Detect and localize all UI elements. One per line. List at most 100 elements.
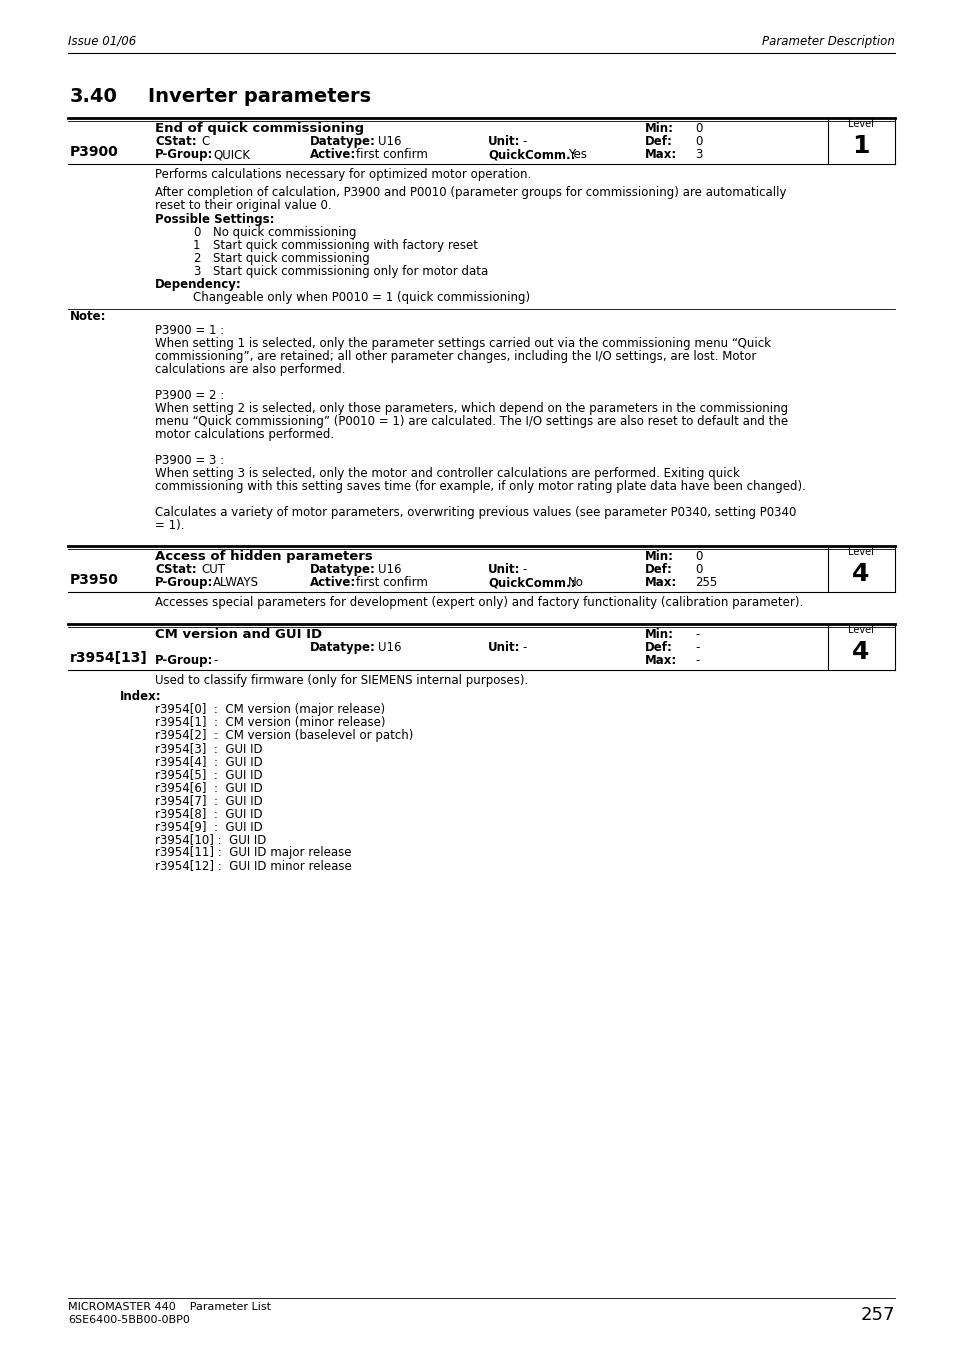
Text: P-Group:: P-Group: (154, 654, 213, 667)
Text: r3954[13]: r3954[13] (70, 651, 148, 665)
Text: -: - (695, 654, 699, 667)
Text: 0: 0 (695, 563, 701, 576)
Text: 2: 2 (193, 253, 200, 265)
Text: Unit:: Unit: (488, 135, 520, 149)
Text: r3954[6]  :  GUI ID: r3954[6] : GUI ID (154, 781, 262, 794)
Text: U16: U16 (377, 563, 401, 576)
Text: commissioning”, are retained; all other parameter changes, including the I/O set: commissioning”, are retained; all other … (154, 350, 756, 363)
Text: Performs calculations necessary for optimized motor operation.: Performs calculations necessary for opti… (154, 168, 531, 181)
Text: When setting 2 is selected, only those parameters, which depend on the parameter: When setting 2 is selected, only those p… (154, 403, 787, 415)
Text: Calculates a variety of motor parameters, overwriting previous values (see param: Calculates a variety of motor parameters… (154, 507, 796, 519)
Text: -: - (521, 563, 526, 576)
Text: Inverter parameters: Inverter parameters (148, 86, 371, 105)
Text: QuickComm.:: QuickComm.: (488, 149, 575, 161)
Text: 0: 0 (695, 122, 701, 135)
Text: Parameter Description: Parameter Description (761, 35, 894, 49)
Text: Min:: Min: (644, 628, 673, 640)
Text: -: - (521, 640, 526, 654)
Text: 0: 0 (695, 550, 701, 563)
Text: Dependency:: Dependency: (154, 278, 241, 290)
Text: r3954[1]  :  CM version (minor release): r3954[1] : CM version (minor release) (154, 716, 385, 730)
Text: -: - (695, 628, 699, 640)
Text: Def:: Def: (644, 563, 672, 576)
Text: Level: Level (846, 547, 873, 557)
Text: CStat:: CStat: (154, 135, 196, 149)
Text: Used to classify firmware (only for SIEMENS internal purposes).: Used to classify firmware (only for SIEM… (154, 674, 528, 688)
Text: Issue 01/06: Issue 01/06 (68, 35, 136, 49)
Text: r3954[5]  :  GUI ID: r3954[5] : GUI ID (154, 767, 262, 781)
Text: After completion of calculation, P3900 and P0010 (parameter groups for commissio: After completion of calculation, P3900 a… (154, 186, 785, 199)
Text: Datatype:: Datatype: (310, 563, 375, 576)
Text: motor calculations performed.: motor calculations performed. (154, 428, 334, 440)
Text: Max:: Max: (644, 654, 677, 667)
Text: Level: Level (846, 626, 873, 635)
Text: 4: 4 (851, 640, 868, 663)
Text: Min:: Min: (644, 550, 673, 563)
Text: P3900 = 1 :: P3900 = 1 : (154, 324, 224, 336)
Text: Start quick commissioning only for motor data: Start quick commissioning only for motor… (213, 265, 488, 278)
Text: Def:: Def: (644, 640, 672, 654)
Text: Unit:: Unit: (488, 563, 520, 576)
Text: Start quick commissioning with factory reset: Start quick commissioning with factory r… (213, 239, 477, 253)
Text: 3: 3 (193, 265, 200, 278)
Text: 255: 255 (695, 576, 717, 589)
Text: When setting 3 is selected, only the motor and controller calculations are perfo: When setting 3 is selected, only the mot… (154, 467, 740, 480)
Text: CM version and GUI ID: CM version and GUI ID (154, 628, 322, 640)
Text: When setting 1 is selected, only the parameter settings carried out via the comm: When setting 1 is selected, only the par… (154, 336, 770, 350)
Text: MICROMASTER 440    Parameter List: MICROMASTER 440 Parameter List (68, 1302, 271, 1312)
Text: 1: 1 (193, 239, 200, 253)
Text: Active:: Active: (310, 149, 355, 161)
Text: 1: 1 (851, 134, 868, 158)
Text: 6SE6400-5BB00-0BP0: 6SE6400-5BB00-0BP0 (68, 1315, 190, 1325)
Text: r3954[9]  :  GUI ID: r3954[9] : GUI ID (154, 820, 262, 834)
Text: U16: U16 (377, 640, 401, 654)
Text: r3954[7]  :  GUI ID: r3954[7] : GUI ID (154, 794, 262, 807)
Text: r3954[0]  :  CM version (major release): r3954[0] : CM version (major release) (154, 703, 385, 716)
Text: QUICK: QUICK (213, 149, 250, 161)
Text: CUT: CUT (201, 563, 225, 576)
Text: r3954[3]  :  GUI ID: r3954[3] : GUI ID (154, 742, 262, 755)
Text: Datatype:: Datatype: (310, 640, 375, 654)
Text: No: No (567, 576, 583, 589)
Text: Unit:: Unit: (488, 640, 520, 654)
Text: P3900 = 2 :: P3900 = 2 : (154, 389, 224, 403)
Text: Def:: Def: (644, 135, 672, 149)
Text: C: C (201, 135, 209, 149)
Text: r3954[4]  :  GUI ID: r3954[4] : GUI ID (154, 755, 262, 767)
Text: U16: U16 (377, 135, 401, 149)
Text: Start quick commissioning: Start quick commissioning (213, 253, 370, 265)
Text: 0: 0 (193, 226, 200, 239)
Text: ALWAYS: ALWAYS (213, 576, 258, 589)
Text: 3.40: 3.40 (70, 86, 118, 105)
Text: P3900: P3900 (70, 145, 118, 159)
Text: P-Group:: P-Group: (154, 576, 213, 589)
Text: QuickComm.:: QuickComm.: (488, 576, 575, 589)
Text: 4: 4 (851, 562, 868, 586)
Text: r3954[11] :  GUI ID major release: r3954[11] : GUI ID major release (154, 846, 351, 859)
Text: -: - (213, 654, 217, 667)
Text: Datatype:: Datatype: (310, 135, 375, 149)
Text: r3954[2]  :  CM version (baselevel or patch): r3954[2] : CM version (baselevel or patc… (154, 730, 413, 742)
Text: Yes: Yes (567, 149, 586, 161)
Text: Index:: Index: (120, 690, 161, 703)
Text: Possible Settings:: Possible Settings: (154, 213, 274, 226)
Text: r3954[12] :  GUI ID minor release: r3954[12] : GUI ID minor release (154, 859, 352, 871)
Text: menu “Quick commissioning” (P0010 = 1) are calculated. The I/O settings are also: menu “Quick commissioning” (P0010 = 1) a… (154, 415, 787, 428)
Text: -: - (521, 135, 526, 149)
Text: P3950: P3950 (70, 573, 119, 586)
Text: calculations are also performed.: calculations are also performed. (154, 363, 345, 376)
Text: End of quick commissioning: End of quick commissioning (154, 122, 364, 135)
Text: first confirm: first confirm (355, 576, 428, 589)
Text: Access of hidden parameters: Access of hidden parameters (154, 550, 373, 563)
Text: P-Group:: P-Group: (154, 149, 213, 161)
Text: Min:: Min: (644, 122, 673, 135)
Text: r3954[10] :  GUI ID: r3954[10] : GUI ID (154, 834, 266, 846)
Text: -: - (695, 640, 699, 654)
Text: CStat:: CStat: (154, 563, 196, 576)
Text: 0: 0 (695, 135, 701, 149)
Text: P3900 = 3 :: P3900 = 3 : (154, 454, 224, 467)
Text: r3954[8]  :  GUI ID: r3954[8] : GUI ID (154, 807, 262, 820)
Text: first confirm: first confirm (355, 149, 428, 161)
Text: Note:: Note: (70, 309, 107, 323)
Text: 257: 257 (860, 1306, 894, 1324)
